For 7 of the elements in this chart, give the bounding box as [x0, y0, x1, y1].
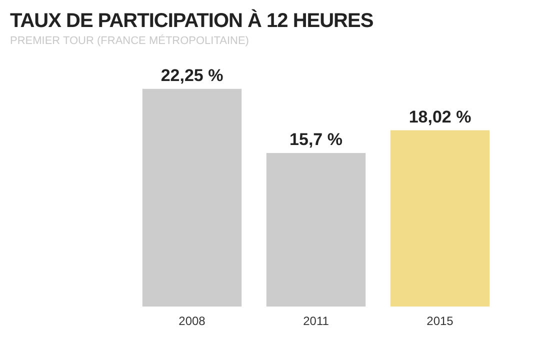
x-tick-label: 2011 — [303, 314, 330, 328]
chart-title: TAUX DE PARTICIPATION À 12 HEURES — [10, 10, 374, 33]
x-tick-label: 2008 — [178, 314, 206, 328]
data-label: 15,7 % — [290, 130, 342, 150]
x-tick-label: 2015 — [426, 314, 454, 328]
data-label: 18,02 % — [408, 107, 472, 126]
data-label: 22,25 % — [160, 66, 224, 86]
